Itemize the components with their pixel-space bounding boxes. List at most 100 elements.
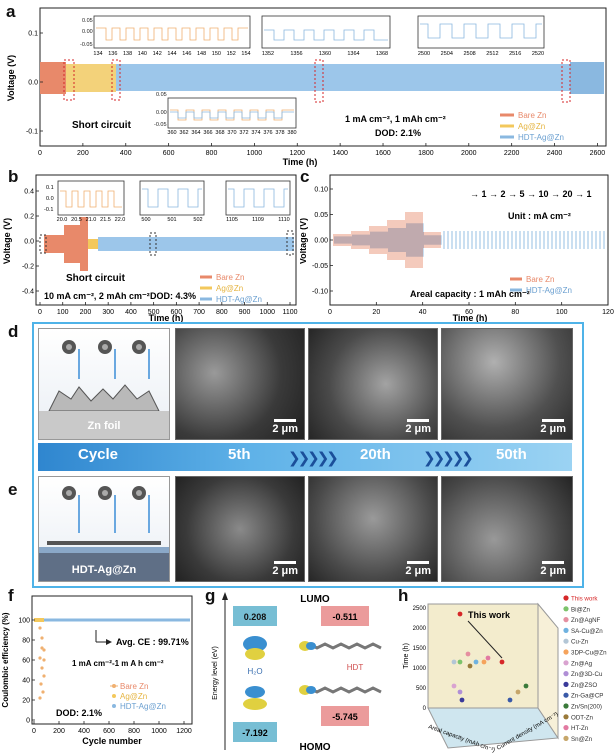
panel-f-xlabel: Cycle number (82, 736, 142, 746)
panel-letter-b: b (8, 167, 19, 186)
panel-h-point (451, 659, 457, 665)
panel-f-ytick: 80 (22, 638, 30, 645)
panel-b-inset1-ytick: 0.1 (46, 185, 54, 191)
panel-f-xtick: 800 (128, 728, 140, 735)
panel-h-point (451, 683, 457, 689)
panel-h-legend-label: HT-Zn (571, 725, 589, 732)
panel-h-point (465, 651, 471, 657)
panel-h-legend-label: Zn@3D-Cu (571, 671, 603, 678)
panel-b-axes-frame (35, 174, 297, 306)
panel-h-legend-marker (563, 681, 569, 687)
panel-b-condition-2: DOD: 4.3% (150, 291, 196, 301)
panel-d-schematic: Zn foil (38, 328, 170, 440)
panel-a-condition-1: 1 mA cm⁻², 1 mAh cm⁻² (345, 114, 446, 124)
panel-e-label: HDT-Ag@Zn (72, 564, 137, 576)
panel-b-xtick: 100 (57, 309, 69, 316)
panel-c-xtick: 20 (372, 309, 380, 316)
panel-h-legend-label: Sn@Zn (571, 736, 593, 743)
panel-h-legend-label: 3DP-Cu@Zn (571, 650, 607, 657)
panel-g-homo: HOMO (299, 742, 330, 753)
panel-b-ytick: 0.2 (24, 214, 34, 221)
panel-b-bare-spike (80, 217, 88, 271)
panel-a-marker-box (561, 59, 571, 103)
panel-h-legend-marker (563, 692, 569, 698)
panel-b-inset1-xtick: 20.5 (71, 217, 82, 223)
panel-a-marker-box (111, 59, 121, 101)
panel-a-inset4-xtick: 378 (275, 130, 284, 136)
panel-a-inset-3-trace (420, 23, 542, 39)
scale-label: 2 μm (272, 565, 298, 577)
panel-c-ylabel: Voltage (V) (300, 218, 308, 264)
panel-b-xtick: 500 (148, 309, 160, 316)
panel-c-xtick: 100 (556, 309, 568, 316)
panel-a-xtick: 600 (163, 150, 175, 157)
panel-f-xtick: 1200 (176, 728, 192, 735)
panel-g-h2o-lumo-box (233, 606, 277, 626)
panel-h-point (467, 663, 473, 669)
panel-a-inset1-ytick: -0.05 (80, 42, 93, 48)
panel-a-short-circuit: Short circuit (72, 120, 132, 131)
cycle-20th: 20th (360, 446, 391, 463)
panel-f-xtick: 400 (78, 728, 90, 735)
panel-c-ytick: -0.05 (312, 263, 328, 270)
panel-c-ytick: -0.10 (312, 289, 328, 296)
panel-b-xtick: 900 (239, 309, 251, 316)
panel-a-inset2-xtick: 1368 (376, 51, 388, 57)
panel-h-legend-label: Zn@Ag (571, 660, 593, 667)
arrow-right-icon (106, 639, 112, 645)
panel-a-xtick: 200 (77, 150, 89, 157)
panel-g-h2o-homo-box (233, 722, 277, 742)
panel-a-xtick: 2000 (461, 150, 477, 157)
panel-a-xlabel: Time (h) (283, 157, 318, 167)
panel-g-ylabel: Energy level (eV) (212, 646, 219, 700)
panel-a-hdt-band-end (570, 62, 604, 94)
panel-d-schematic-drawing: Zn foil (39, 340, 169, 439)
panel-b-inset-1 (57, 180, 125, 216)
panel-h-point (523, 683, 529, 689)
panel-b-bare-early (44, 235, 64, 253)
chevron-right-icon: ❯❯❯❯❯ (288, 449, 339, 467)
cycle-5th: 5th (228, 446, 251, 463)
panel-a-inset4-ytick: 0.05 (156, 92, 167, 98)
panel-f-ag-ce (34, 618, 44, 622)
panel-g-hdt-lumo-box (321, 606, 369, 626)
panel-a-xtick: 1400 (332, 150, 348, 157)
panel-a-inset4-xtick: 360 (167, 130, 176, 136)
panel-b-inset1-xtick: 20.0 (57, 217, 68, 223)
panel-b-legend-ag: Ag@Zn (216, 284, 243, 293)
panel-h-legend-marker (563, 660, 569, 666)
panel-c-sequence: → 1 → 2 → 5 → 10 → 20 → 1 (470, 189, 592, 199)
panel-h-side-wall (537, 602, 559, 740)
panel-b-ytick: 0.4 (24, 189, 34, 196)
panel-a-inset3-xtick: 2516 (509, 51, 521, 57)
panel-h-point (499, 659, 505, 665)
panel-b-xtick: 300 (102, 309, 114, 316)
panel-a-inset3-xtick: 2508 (463, 51, 475, 57)
panel-a-inset1-ytick: 0.05 (82, 18, 93, 24)
panel-e-schematic-drawing: HDT-Ag@Zn (39, 486, 169, 581)
panel-a-inset-2-trace (264, 29, 388, 41)
panel-a-inset-2 (261, 15, 391, 49)
panel-a-inset4-xtick: 368 (215, 130, 224, 136)
panel-a-inset1-xtick: 152 (227, 51, 236, 57)
panel-a-ylabel: Voltage (V) (6, 55, 16, 101)
panel-a-xtick: 0 (38, 150, 42, 157)
panel-g-lumo: LUMO (300, 594, 330, 605)
panel-a-inset2-xtick: 1352 (262, 51, 274, 57)
panel-a-xtick: 400 (120, 150, 132, 157)
panel-h-legend-label: Bi@Zn (571, 606, 591, 613)
panel-f-bare-point (40, 636, 44, 640)
panel-h-legend-label: Zn@ZSO (571, 682, 597, 689)
panel-d-label: Zn foil (88, 420, 121, 432)
panel-a-inset4-xtick: 372 (239, 130, 248, 136)
panel-b-inset2-xtick: 501 (167, 217, 176, 223)
arrow-up-icon (222, 592, 228, 600)
panel-a-marker-box (63, 59, 75, 101)
panel-b-short-circuit: Short circuit (66, 273, 126, 284)
panel-a-y-ticks: -0.1 0.0 0.1 (26, 31, 43, 136)
panel-b-inset1-xtick: 21.5 (100, 217, 111, 223)
panel-h-ztick: 2500 (413, 606, 427, 612)
panel-g-h2o-label: H₂O (247, 667, 262, 676)
flat-deposit-layer (47, 541, 161, 545)
panel-c-ytick: 0.10 (314, 187, 328, 194)
